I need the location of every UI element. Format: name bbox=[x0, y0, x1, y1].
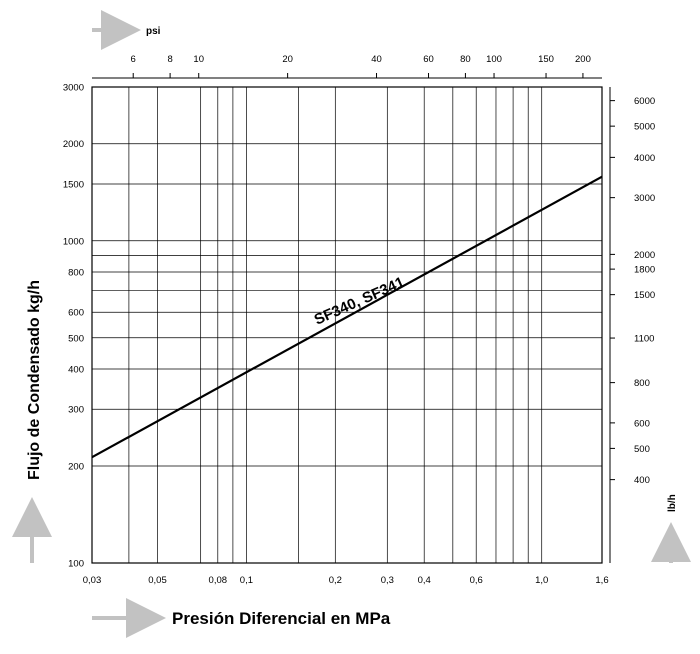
psi-tick-label: 100 bbox=[486, 54, 502, 65]
x-axis-title: Presión Diferencial en MPa bbox=[92, 598, 391, 638]
y-tick-label: 1500 bbox=[63, 180, 84, 191]
right-axis: 400 500 600 800 1100 1500 1800 2000 3000 4000 5000… bbox=[609, 87, 655, 563]
lbh-tick-label: 400 bbox=[634, 475, 650, 486]
x-tick-label: 0,08 bbox=[209, 575, 228, 586]
lbh-tick-label: 4000 bbox=[634, 153, 655, 164]
y-tick-label: 2000 bbox=[63, 139, 84, 150]
x-tick-label: 1,0 bbox=[535, 575, 548, 586]
lbh-tick-label: 5000 bbox=[634, 122, 655, 133]
y-axis: 100 200 300 400 500 600 800 1000 1500 2000 3000 bbox=[63, 83, 84, 570]
y-tick-label: 500 bbox=[68, 333, 84, 344]
lbh-tick-label: 6000 bbox=[634, 96, 655, 107]
psi-tick-label: 10 bbox=[193, 54, 204, 65]
x-tick-label: 0,03 bbox=[83, 575, 102, 586]
right-axis-title: lb/h bbox=[651, 494, 691, 563]
x-tick-label: 0,05 bbox=[148, 575, 167, 586]
lbh-tick-label: 3000 bbox=[634, 193, 655, 204]
y-tick-label: 200 bbox=[68, 461, 84, 472]
x-tick-label: 1,6 bbox=[595, 575, 608, 586]
x-tick-label: 0,4 bbox=[418, 575, 431, 586]
psi-tick-label: 20 bbox=[282, 54, 293, 65]
y-tick-label: 100 bbox=[68, 559, 84, 570]
y-tick-label: 3000 bbox=[63, 83, 84, 94]
y-tick-label: 400 bbox=[68, 364, 84, 375]
y-tick-label: 300 bbox=[68, 405, 84, 416]
psi-tick-label: 6 bbox=[131, 54, 136, 65]
y-tick-label: 1000 bbox=[63, 236, 84, 247]
psi-tick-label: 150 bbox=[538, 54, 554, 65]
series-line bbox=[91, 175, 603, 459]
lbh-tick-label: 600 bbox=[634, 418, 650, 429]
series-layer bbox=[91, 175, 603, 459]
lbh-tick-label: 1500 bbox=[634, 290, 655, 301]
x-tick-label: 0,2 bbox=[329, 575, 342, 586]
lbh-tick-label: 800 bbox=[634, 378, 650, 389]
x-tick-label: 0,3 bbox=[381, 575, 394, 586]
psi-unit-label: psi bbox=[146, 26, 161, 37]
grid bbox=[92, 87, 602, 563]
psi-tick-label: 200 bbox=[575, 54, 591, 65]
y-axis-title: Flujo de Condensado kg/h bbox=[11, 280, 52, 563]
x-tick-label: 0,1 bbox=[240, 575, 253, 586]
y-tick-label: 800 bbox=[68, 267, 84, 278]
plot-frame bbox=[91, 86, 603, 564]
psi-tick-label: 8 bbox=[167, 54, 172, 65]
top-axis: 6 8 10 20 40 60 80 100 150 200 bbox=[92, 54, 602, 79]
x-axis: 0,03 0,05 0,08 0,1 0,2 0,3 0,4 0,6 1,0 1,6 bbox=[83, 575, 609, 586]
y-axis-label: Flujo de Condensado kg/h bbox=[26, 280, 43, 480]
lbh-tick-label: 1800 bbox=[634, 265, 655, 276]
lbh-unit-label: lb/h bbox=[667, 494, 678, 512]
psi-tick-label: 80 bbox=[460, 54, 471, 65]
psi-tick-label: 40 bbox=[371, 54, 382, 65]
lbh-tick-label: 500 bbox=[634, 444, 650, 455]
top-axis-title: psi bbox=[92, 10, 161, 50]
lbh-tick-label: 2000 bbox=[634, 250, 655, 261]
lbh-tick-label: 1100 bbox=[634, 334, 654, 345]
x-tick-label: 0,6 bbox=[470, 575, 483, 586]
y-tick-label: 600 bbox=[68, 308, 84, 319]
psi-tick-label: 60 bbox=[423, 54, 434, 65]
x-axis-label: Presión Diferencial en MPa bbox=[172, 609, 391, 628]
